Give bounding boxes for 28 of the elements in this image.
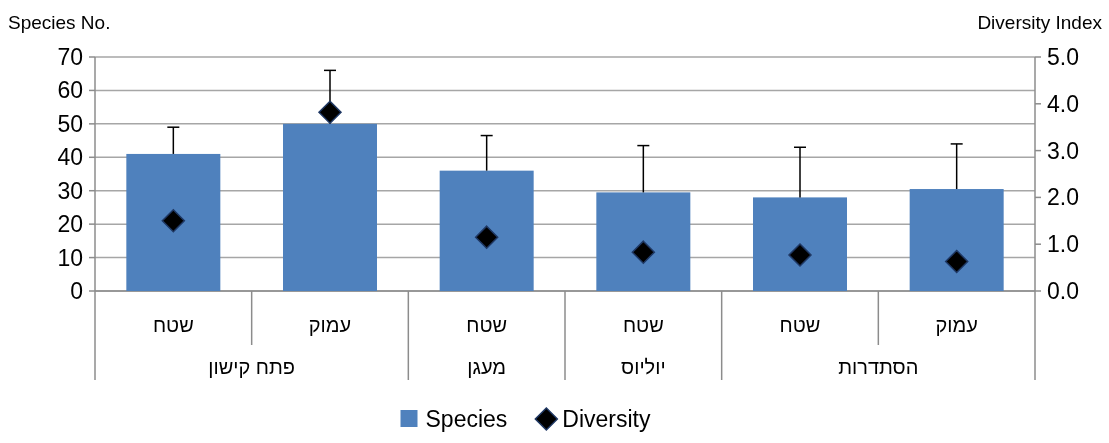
x-tick-label: שטח	[779, 314, 821, 336]
legend-label: Species	[425, 406, 508, 432]
y-tick-label: 10	[57, 244, 83, 271]
y2-axis-title: Diversity Index	[977, 12, 1103, 33]
y-tick-label: 30	[57, 177, 83, 204]
y-tick-label: 60	[57, 77, 83, 104]
y-tick-label: 0	[70, 278, 83, 304]
x-tick-label: עמוק	[935, 314, 978, 336]
y2-tick-label: 4.0	[1047, 90, 1079, 117]
text: יוליוס	[621, 356, 666, 378]
text: פתח קישון	[208, 356, 296, 378]
x-tick-label: עמוק	[308, 314, 352, 336]
y2-tick-label: 0.0	[1047, 278, 1079, 304]
y-tick-label: 70	[57, 44, 83, 70]
y-tick-label: 50	[57, 110, 83, 137]
y2-tick-label: 5.0	[1047, 44, 1079, 70]
y-axis-title: Species No.	[8, 12, 111, 33]
y2-tick-label: 3.0	[1047, 137, 1079, 164]
y-tick-label: 40	[57, 144, 83, 171]
text: הסתדרות	[838, 356, 919, 378]
y-tick-label: 20	[57, 211, 83, 238]
x-tick-label: שטח	[622, 314, 664, 336]
x-tick-label: שטח	[466, 314, 508, 336]
y2-tick-label: 2.0	[1047, 184, 1079, 211]
text: מעגן	[467, 356, 507, 378]
y2-tick-label: 1.0	[1047, 231, 1079, 258]
x-tick-label: שטח	[152, 314, 194, 336]
legend-label: Diversity	[562, 406, 651, 432]
